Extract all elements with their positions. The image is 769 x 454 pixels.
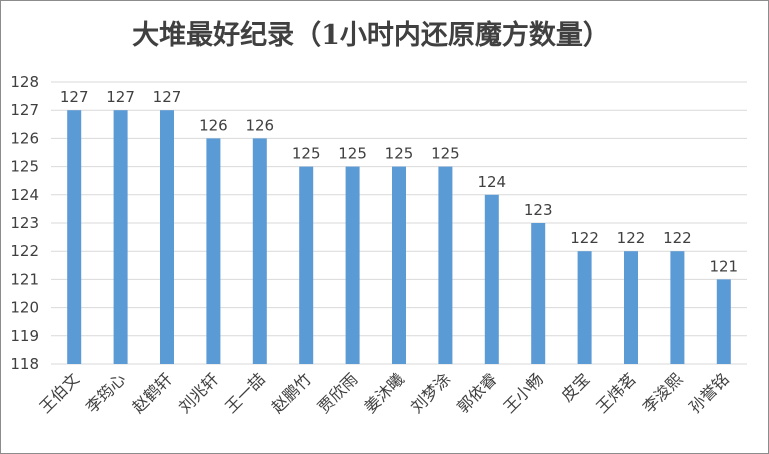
- y-tick-label: 118: [10, 355, 39, 373]
- chart-title: 大堆最好纪录（1小时内还原魔方数量）: [132, 20, 610, 51]
- data-label: 121: [709, 257, 738, 275]
- x-tick-label: 王伯文: [36, 369, 83, 416]
- y-tick-label: 122: [10, 242, 39, 260]
- x-tick-label: 郭依睿: [453, 369, 500, 416]
- bar: [345, 166, 360, 364]
- y-tick-label: 124: [10, 186, 39, 204]
- bar: [438, 166, 453, 364]
- data-label: 122: [617, 229, 646, 247]
- data-label: 123: [524, 201, 553, 219]
- y-tick-label: 128: [10, 73, 39, 91]
- data-label: 125: [338, 145, 367, 163]
- bar: [716, 279, 731, 364]
- bar: [160, 110, 174, 364]
- x-tick-label: 刘梦涂: [407, 369, 454, 416]
- y-tick-label: 126: [10, 129, 39, 147]
- data-label: 124: [477, 173, 506, 191]
- data-label: 125: [385, 145, 414, 163]
- bar: [206, 138, 221, 364]
- x-tick-label: 刘兆轩: [175, 369, 222, 416]
- x-tick-label: 姜沐曦: [360, 369, 407, 416]
- x-tick-label: 李浚熙: [639, 369, 686, 416]
- y-tick-label: 121: [10, 270, 39, 288]
- x-tick-label: 皮宝: [557, 369, 593, 405]
- bar: [624, 251, 638, 364]
- data-label: 127: [153, 88, 182, 106]
- x-tick-label: 孙誉铭: [685, 369, 732, 416]
- x-tick-label: 王炜茗: [592, 369, 639, 416]
- bar: [577, 251, 592, 364]
- data-label: 122: [663, 229, 692, 247]
- bar: [392, 166, 406, 364]
- bar: [670, 251, 685, 364]
- y-tick-label: 119: [10, 327, 39, 345]
- y-tick-label: 120: [10, 299, 39, 317]
- y-tick-label: 123: [10, 214, 39, 232]
- x-tick-label: 李筠心: [82, 369, 129, 416]
- bar: [67, 110, 82, 364]
- y-tick-label: 127: [10, 101, 39, 119]
- data-label: 126: [245, 116, 274, 134]
- data-label: 122: [570, 229, 599, 247]
- x-tick-label: 王小畅: [500, 369, 547, 416]
- bar: [484, 194, 499, 364]
- x-tick-label: 贾欣雨: [314, 369, 361, 416]
- bar: [531, 223, 546, 364]
- data-label: 127: [60, 88, 89, 106]
- bar: [113, 110, 128, 364]
- x-tick-label: 赵鹤轩: [128, 369, 175, 416]
- data-label: 127: [106, 88, 135, 106]
- data-label: 125: [431, 145, 460, 163]
- data-label: 125: [292, 145, 321, 163]
- data-label: 126: [199, 116, 228, 134]
- x-tick-label: 赵鹏竹: [268, 369, 315, 416]
- x-tick-label: 王一喆: [221, 369, 268, 416]
- y-tick-label: 125: [10, 158, 39, 176]
- bar: [252, 138, 267, 364]
- bar: [299, 166, 314, 364]
